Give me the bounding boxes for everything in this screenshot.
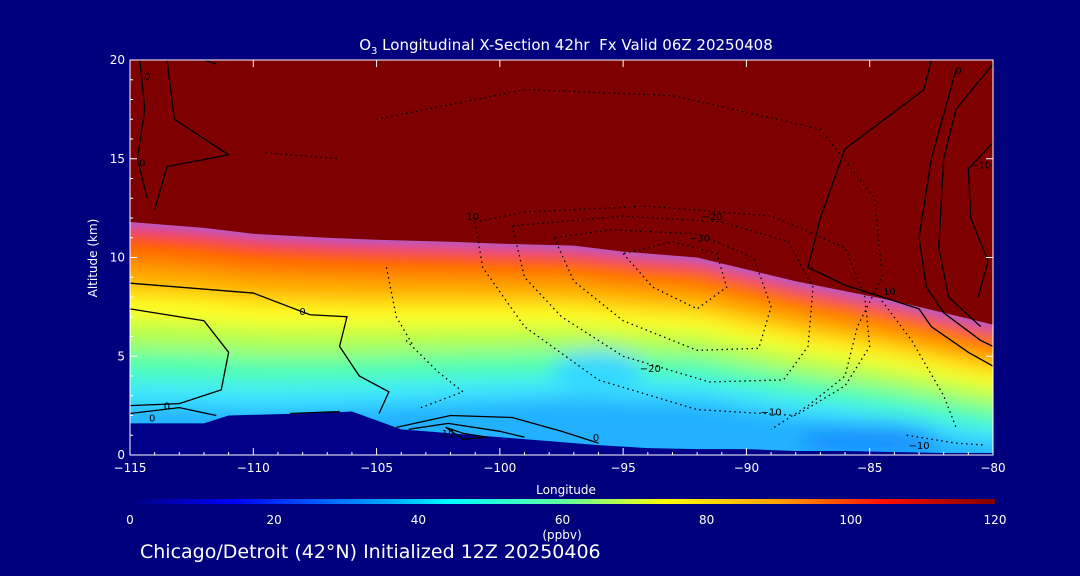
contour-label-2: 0 xyxy=(139,159,145,170)
contour-label-14: 0 xyxy=(593,433,599,444)
terrain-mask xyxy=(130,411,993,455)
x-tick-label-7: −80 xyxy=(980,461,1005,475)
contour-label-4: 10 xyxy=(466,212,479,223)
colorbar-tick-label-0: 0 xyxy=(126,513,134,527)
contour-solid-11 xyxy=(918,69,993,347)
x-tick-label-0: −115 xyxy=(114,461,147,475)
contour-label-10: −10 xyxy=(908,441,929,452)
y-axis: 0 5 10 15 20 xyxy=(110,53,993,462)
x-tick-label-1: −110 xyxy=(237,461,270,475)
contour-solid-3 xyxy=(130,308,230,407)
y-tick-label-4: 20 xyxy=(110,53,125,67)
footer-caption: Chicago/Detroit (42°N) Initialized 12Z 2… xyxy=(140,541,601,563)
contour-label-13: 10 xyxy=(442,429,455,440)
chart-title: O3 Longitudinal X-Section 42hr Fx Valid … xyxy=(359,36,773,57)
contour-solid-2 xyxy=(203,60,217,65)
contour-label-1: 0 xyxy=(955,66,961,77)
y-tick-label-3: 15 xyxy=(110,152,125,166)
stratosphere-region xyxy=(130,60,993,325)
x-tick-label-3: −100 xyxy=(483,461,516,475)
contour-solid-5 xyxy=(130,406,217,417)
contour-dotted-7 xyxy=(881,300,957,428)
contour-dotted-6 xyxy=(385,267,415,347)
contour-solid-7 xyxy=(396,414,599,444)
contour-label-11: 0 xyxy=(164,402,170,413)
boundary-layer-low xyxy=(799,423,940,455)
colorbar-label: (ppbv) xyxy=(542,528,581,542)
colorbar-tick-label-3: 60 xyxy=(555,513,570,527)
contour-solid-13 xyxy=(967,142,993,298)
contour-label-5: −20 xyxy=(701,212,722,223)
contour-solid-6 xyxy=(290,410,340,415)
y-tick-label-1: 5 xyxy=(117,349,125,363)
colorbar-ticks: 0 20 40 60 80 100 120 xyxy=(126,513,1006,527)
contour-label-0: 0 xyxy=(144,72,150,83)
x-tick-label-5: −90 xyxy=(734,461,759,475)
contour-solid-0 xyxy=(136,60,148,199)
y-axis-label: Altitude (km) xyxy=(86,219,100,298)
contour-label-9: −10 xyxy=(761,408,782,419)
contour-solid-8 xyxy=(408,422,525,438)
contour-solid-12 xyxy=(938,63,993,328)
y-tick-label-0: 0 xyxy=(117,448,125,462)
contour-solid-10 xyxy=(807,60,993,367)
colorbar-tick-label-2: 40 xyxy=(411,513,426,527)
contour-label-7: 10 xyxy=(883,287,896,298)
contour-solid-9 xyxy=(445,426,488,440)
contour-solid-1 xyxy=(154,60,231,211)
contour-label-8: −20 xyxy=(640,364,661,375)
y-tick-label-2: 10 xyxy=(110,251,125,265)
contour-label-6: −30 xyxy=(689,234,710,245)
contour-dotted-5 xyxy=(405,339,465,409)
x-axis: −115 −110 −105 −100 −95 −90 −85 −80 xyxy=(114,60,1006,475)
colorbar-tick-label-4: 80 xyxy=(699,513,714,527)
contour-dotted-4 xyxy=(622,241,728,310)
x-tick-label-2: −105 xyxy=(360,461,393,475)
x-tick-label-4: −95 xyxy=(610,461,635,475)
contour-label-3: −10 xyxy=(970,161,991,172)
x-axis-label: Longitude xyxy=(536,483,596,497)
low-ozone-pocket xyxy=(553,350,644,391)
colorbar xyxy=(130,499,995,504)
contour-label-15: 0 xyxy=(299,307,305,318)
x-tick-label-6: −85 xyxy=(857,461,882,475)
colorbar-tick-label-5: 100 xyxy=(839,513,862,527)
colorbar-tick-label-6: 120 xyxy=(984,513,1007,527)
colorbar-tick-label-1: 20 xyxy=(267,513,282,527)
ozone-field xyxy=(130,60,993,455)
contour-solid-4 xyxy=(130,282,390,414)
contour-label-12: 0 xyxy=(149,413,155,424)
ozone-contours xyxy=(130,60,993,446)
